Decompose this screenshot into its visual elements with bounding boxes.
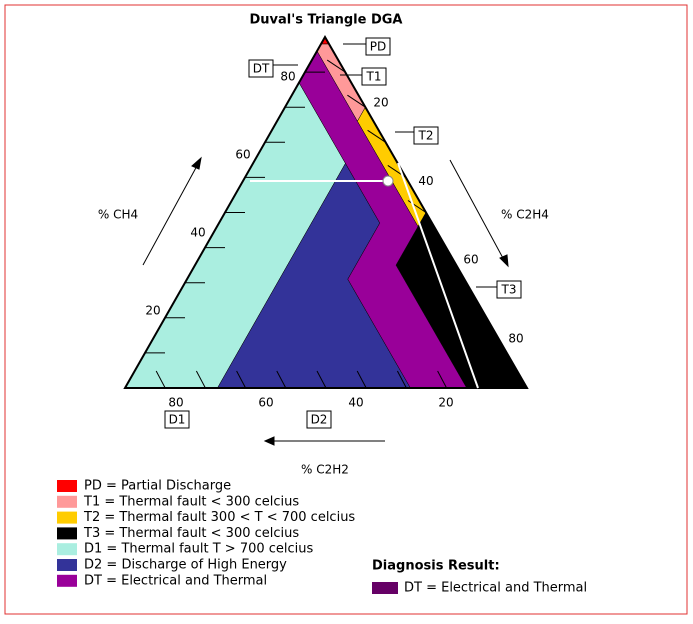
tag-box: [164, 410, 190, 429]
zone-tag: T3: [476, 280, 522, 299]
legend-text: T1 = Thermal fault < 300 celcius: [83, 494, 299, 509]
diagnosis-point: [382, 175, 394, 187]
tick-label: 60: [235, 148, 250, 162]
legend-swatch: [57, 574, 77, 587]
legend-text: T2 = Thermal fault 300 < T < 700 celcius: [83, 510, 355, 525]
tag-label: PD: [370, 40, 386, 54]
arrows: [142, 156, 509, 446]
tick-mark: [367, 129, 386, 143]
legend-swatch: [57, 543, 77, 556]
arrow-head: [191, 156, 202, 170]
tick-label: 40: [348, 396, 363, 410]
zone-tag: DT: [248, 59, 298, 78]
tick-mark: [468, 305, 487, 319]
tag-box: [365, 37, 391, 56]
tick-label: 60: [463, 253, 478, 267]
tick-mark: [427, 235, 447, 249]
tick-label: 80: [168, 396, 183, 410]
title: Duval's Triangle DGA: [250, 13, 403, 28]
tag-label: DT: [253, 62, 270, 76]
tag-box: [248, 59, 274, 78]
diagnosis-heading: Diagnosis Result:: [372, 559, 500, 574]
diagnosis-text: DT = Electrical and Thermal: [404, 581, 587, 596]
tick-label: 80: [280, 70, 295, 84]
legend-swatch: [57, 527, 77, 540]
tag-box: [361, 67, 387, 86]
tick-mark: [236, 370, 247, 389]
tick-labels: 20 40 60 80 20 40 60 80 80 60 40 20: [145, 70, 523, 410]
tick-label: 40: [418, 174, 433, 188]
legend-text: T3 = Thermal fault < 300 celcius: [83, 526, 299, 541]
tick-mark: [477, 370, 488, 389]
tick-mark: [356, 370, 367, 389]
tick-label: 40: [190, 226, 205, 240]
tick-label: 60: [258, 396, 273, 410]
tick-mark: [448, 270, 467, 284]
tick-label: 20: [438, 396, 453, 410]
tick-mark: [326, 59, 346, 73]
arrow: [142, 163, 199, 266]
zone-tag: T2: [395, 126, 439, 145]
tick-mark: [276, 370, 287, 389]
zone-tag: D1: [164, 410, 190, 429]
tick-mark: [316, 370, 327, 389]
tag-label: T2: [418, 129, 434, 143]
tick-label: 20: [373, 96, 388, 110]
c2h2-line: [397, 162, 479, 389]
legend-text: PD = Partial Discharge: [84, 479, 231, 494]
zone-tags: PD T1 T2 T3 DT D1 D2: [164, 37, 522, 429]
tick-mark: [195, 370, 206, 389]
tick-mark: [488, 340, 508, 354]
zone-tag: T1: [340, 67, 387, 86]
tag-label: D1: [169, 413, 186, 427]
axis-label: % C2H2: [301, 463, 349, 477]
ticks: [145, 59, 508, 389]
diagnosis-swatch: [372, 582, 398, 594]
legend-swatch: [57, 480, 77, 492]
legend-swatch: [57, 559, 77, 571]
tick-mark: [396, 370, 407, 389]
tick-label: 80: [508, 331, 523, 345]
tick-label: 20: [145, 304, 160, 318]
axis-label: % CH4: [98, 208, 138, 222]
tag-label: T1: [366, 70, 382, 84]
zone-tag: D2: [306, 410, 332, 429]
arrow-head: [263, 436, 275, 446]
tick-mark: [155, 370, 166, 389]
legend-text: D2 = Discharge of High Energy: [84, 558, 287, 573]
tag-label: T3: [501, 283, 517, 297]
legend-text: DT = Electrical and Thermal: [84, 573, 267, 588]
tag-box: [413, 126, 439, 145]
axis-label: % C2H4: [501, 208, 549, 222]
tick-mark: [437, 370, 448, 389]
legend-text: D1 = Thermal fault T > 700 celcius: [84, 542, 314, 557]
tick-mark: [347, 94, 366, 108]
legend-swatch: [57, 511, 77, 524]
tag-box: [496, 280, 522, 299]
arrow-head: [499, 254, 509, 268]
legend-swatch: [57, 495, 77, 508]
tag-box: [306, 410, 332, 429]
arrow: [449, 159, 505, 261]
triangle-outline: [123, 34, 529, 389]
tag-label: D2: [311, 413, 328, 427]
zone-tag: PD: [343, 37, 391, 56]
